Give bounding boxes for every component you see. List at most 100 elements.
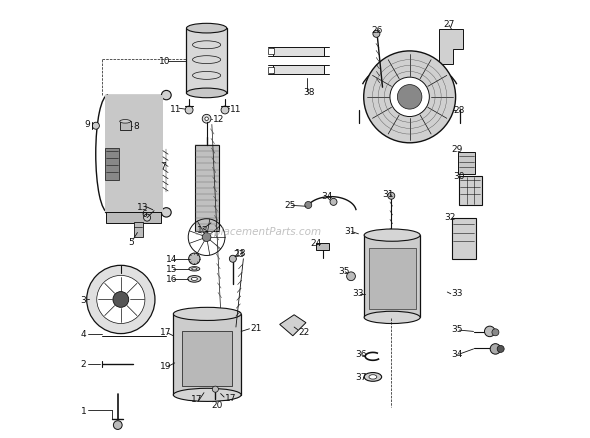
- Ellipse shape: [364, 311, 420, 324]
- Circle shape: [398, 85, 422, 110]
- Text: 1: 1: [81, 406, 86, 415]
- Text: 22: 22: [299, 327, 310, 336]
- Circle shape: [497, 346, 504, 353]
- Circle shape: [221, 107, 229, 115]
- Bar: [106, 213, 161, 224]
- Circle shape: [185, 107, 193, 115]
- Bar: [268, 67, 274, 74]
- Text: 13: 13: [136, 202, 148, 211]
- Circle shape: [390, 78, 430, 117]
- Polygon shape: [438, 30, 464, 65]
- Circle shape: [212, 386, 218, 392]
- Bar: [364, 236, 420, 318]
- Text: 33: 33: [353, 288, 364, 297]
- Text: 16: 16: [166, 275, 178, 284]
- Text: 20: 20: [212, 400, 223, 409]
- Ellipse shape: [120, 120, 130, 124]
- Bar: [186, 29, 227, 94]
- Bar: [268, 49, 274, 55]
- Ellipse shape: [173, 389, 241, 402]
- Circle shape: [93, 123, 99, 130]
- Circle shape: [230, 256, 237, 263]
- Text: 5: 5: [128, 237, 133, 246]
- Text: 26: 26: [372, 26, 383, 35]
- Circle shape: [330, 199, 337, 206]
- Ellipse shape: [186, 24, 227, 34]
- Text: 33: 33: [452, 288, 463, 297]
- Ellipse shape: [188, 276, 201, 283]
- Text: 34: 34: [322, 192, 333, 201]
- Text: 37: 37: [355, 373, 367, 381]
- Text: eReplacementParts.com: eReplacementParts.com: [194, 226, 322, 236]
- Bar: [316, 243, 329, 251]
- Ellipse shape: [189, 267, 200, 272]
- Text: 12: 12: [213, 115, 224, 124]
- Text: 36: 36: [355, 349, 367, 358]
- Circle shape: [143, 215, 150, 222]
- Ellipse shape: [364, 373, 382, 381]
- Text: 28: 28: [454, 106, 465, 115]
- Circle shape: [202, 233, 211, 242]
- Circle shape: [87, 266, 155, 334]
- Circle shape: [363, 52, 455, 144]
- Text: 34: 34: [452, 349, 463, 358]
- Ellipse shape: [162, 91, 171, 101]
- Text: 17: 17: [191, 394, 202, 403]
- Text: 27: 27: [444, 20, 455, 29]
- Text: 13: 13: [196, 226, 208, 234]
- Text: 17: 17: [225, 392, 237, 402]
- Text: 9: 9: [84, 119, 90, 128]
- Text: 3: 3: [81, 295, 86, 304]
- Circle shape: [373, 31, 380, 38]
- Bar: [458, 152, 476, 174]
- Text: 38: 38: [303, 88, 314, 97]
- Text: 19: 19: [160, 361, 172, 370]
- Ellipse shape: [173, 307, 241, 321]
- Bar: [120, 122, 131, 131]
- Bar: [105, 148, 119, 181]
- Ellipse shape: [186, 89, 227, 99]
- Bar: [452, 218, 476, 260]
- Ellipse shape: [192, 268, 197, 270]
- Bar: [273, 48, 324, 57]
- Text: 10: 10: [159, 57, 170, 66]
- Text: 31: 31: [344, 227, 356, 236]
- Circle shape: [484, 326, 495, 337]
- Text: 2: 2: [81, 360, 86, 368]
- Bar: [182, 332, 232, 386]
- Circle shape: [202, 115, 211, 124]
- Circle shape: [113, 292, 129, 307]
- Text: 24: 24: [310, 239, 322, 247]
- Text: 4: 4: [81, 329, 86, 338]
- Text: 29: 29: [452, 145, 463, 154]
- Text: 11: 11: [171, 105, 182, 113]
- Text: 32: 32: [445, 212, 456, 221]
- Bar: [273, 66, 324, 75]
- Bar: [134, 223, 143, 238]
- Circle shape: [97, 276, 145, 324]
- Ellipse shape: [369, 375, 377, 379]
- Circle shape: [490, 344, 501, 354]
- Bar: [459, 176, 482, 206]
- Text: 21: 21: [250, 323, 262, 332]
- Bar: [173, 314, 241, 395]
- Text: 31: 31: [382, 189, 394, 198]
- Text: 17: 17: [160, 327, 172, 336]
- Ellipse shape: [364, 230, 420, 242]
- Text: 23: 23: [234, 249, 245, 258]
- Circle shape: [388, 193, 395, 200]
- Text: 14: 14: [166, 254, 177, 264]
- Text: 8: 8: [133, 122, 139, 131]
- Text: 15: 15: [166, 265, 178, 274]
- Text: 7: 7: [160, 162, 166, 171]
- Text: 6: 6: [142, 209, 148, 218]
- Text: 11: 11: [230, 105, 242, 113]
- Text: 18: 18: [235, 249, 246, 258]
- Text: 25: 25: [284, 201, 296, 209]
- Ellipse shape: [162, 208, 171, 218]
- Circle shape: [189, 254, 200, 265]
- Circle shape: [205, 118, 208, 121]
- Circle shape: [492, 329, 499, 336]
- Text: 35: 35: [452, 325, 463, 333]
- Circle shape: [305, 202, 312, 209]
